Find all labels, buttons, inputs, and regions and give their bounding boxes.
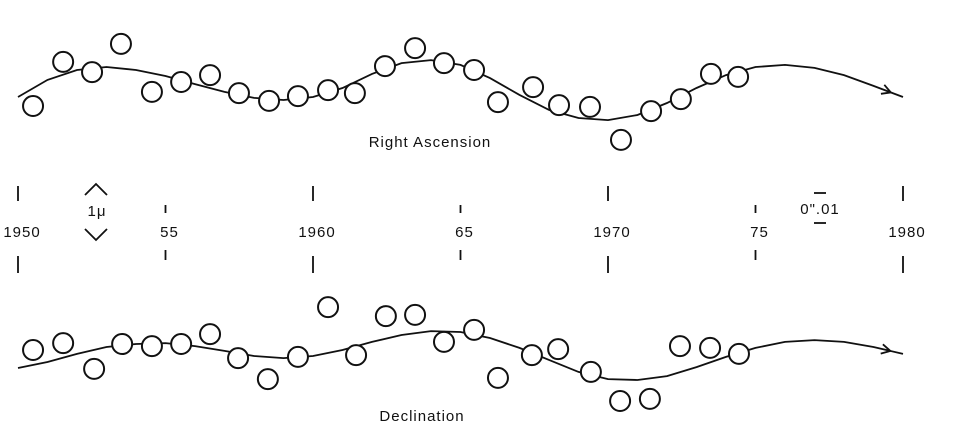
data-point <box>463 318 486 341</box>
data-point <box>609 390 632 412</box>
data-point <box>199 323 222 346</box>
data-point <box>81 61 104 84</box>
x-tick-label: 1950 <box>3 224 40 241</box>
fit-curve <box>17 330 904 381</box>
curve-arrowhead <box>880 84 893 95</box>
data-point <box>286 85 309 108</box>
data-point <box>727 65 750 88</box>
data-point <box>404 37 427 60</box>
data-point <box>22 339 45 361</box>
x-tick-label: 1970 <box>593 224 630 241</box>
panel-title: Declination <box>379 408 464 425</box>
data-point <box>404 303 427 326</box>
data-point <box>227 347 250 370</box>
data-point <box>374 305 397 328</box>
data-point <box>486 366 509 389</box>
x-tick-label: 1960 <box>298 224 335 241</box>
data-point <box>52 50 75 73</box>
curve-arrowhead <box>880 343 893 355</box>
data-point <box>140 80 163 103</box>
data-point <box>140 335 163 358</box>
data-point <box>463 59 486 81</box>
data-point <box>373 55 396 78</box>
data-point <box>83 357 106 380</box>
data-point <box>699 336 722 359</box>
data-point <box>727 342 750 365</box>
data-point <box>668 335 691 358</box>
data-point <box>548 94 571 117</box>
data-point <box>22 95 45 117</box>
data-point <box>343 82 366 105</box>
scale-label: 1μ <box>88 203 107 220</box>
fit-curve <box>17 59 904 122</box>
data-point <box>199 64 222 87</box>
data-point <box>258 89 281 112</box>
scale-arrows <box>84 182 108 242</box>
panel-title: Right Ascension <box>369 134 492 151</box>
data-point <box>109 32 132 55</box>
data-point <box>111 333 134 355</box>
data-point <box>345 344 368 367</box>
data-point <box>486 91 509 114</box>
scale-label: 0".01 <box>800 201 840 218</box>
data-point <box>432 330 455 353</box>
data-point <box>669 88 692 111</box>
data-point <box>640 100 663 123</box>
data-point <box>547 338 570 361</box>
data-point <box>227 82 250 105</box>
data-point <box>520 344 543 367</box>
x-tick-label: 65 <box>455 224 474 241</box>
data-point <box>579 360 602 383</box>
data-point <box>609 128 632 151</box>
data-point <box>638 387 661 410</box>
x-tick-label: 1980 <box>888 224 925 241</box>
data-point <box>317 79 340 102</box>
data-point <box>256 368 279 391</box>
data-point <box>432 52 455 75</box>
data-point <box>52 332 75 355</box>
data-point <box>170 333 193 355</box>
data-point <box>522 76 545 99</box>
data-point <box>170 71 193 93</box>
x-tick-label: 55 <box>160 224 179 241</box>
data-point <box>579 95 602 118</box>
x-tick-label: 75 <box>750 224 769 241</box>
data-point <box>317 296 340 319</box>
data-point <box>699 62 722 85</box>
data-point <box>286 345 309 368</box>
